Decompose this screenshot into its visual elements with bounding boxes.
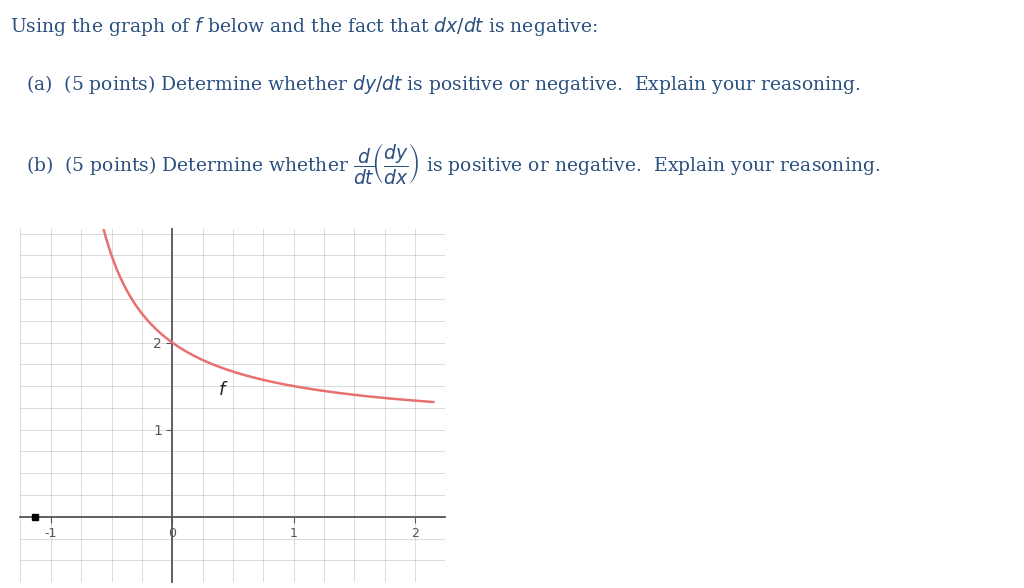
Text: Using the graph of $f$ below and the fact that $dx/dt$ is negative:: Using the graph of $f$ below and the fac… [10,15,598,38]
Text: (b)  (5 points) Determine whether $\dfrac{d}{dt}\!\left(\dfrac{dy}{dx}\right)$ i: (b) (5 points) Determine whether $\dfrac… [26,141,880,186]
Text: (a)  (5 points) Determine whether $dy/dt$ is positive or negative.  Explain your: (a) (5 points) Determine whether $dy/dt$… [26,74,860,96]
Text: $f$: $f$ [218,381,229,399]
